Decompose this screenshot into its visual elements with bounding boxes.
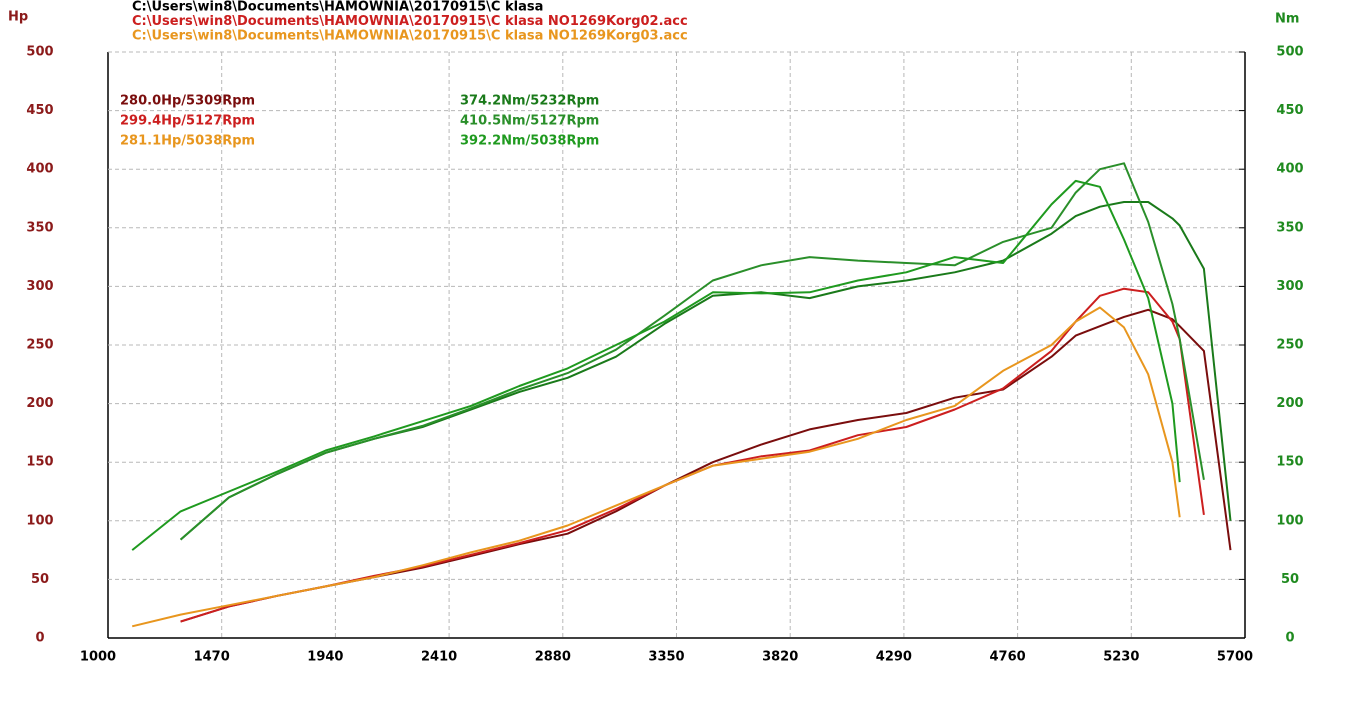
y2-tick-label: 500 (1276, 45, 1303, 60)
y-tick-label: 450 (26, 103, 53, 118)
y-tick-label: 0 (35, 631, 44, 646)
x-tick-label: 5230 (1103, 650, 1139, 665)
series-line (179, 162, 1205, 541)
y-tick-label: 300 (26, 279, 53, 294)
file-path: C:\Users\win8\Documents\HAMOWNIA\2017091… (132, 14, 688, 29)
y2-tick-label: 50 (1281, 572, 1299, 587)
y2-tick-label: 400 (1276, 162, 1303, 177)
x-tick-label: 2880 (535, 650, 571, 665)
file-path: C:\Users\win8\Documents\HAMOWNIA\2017091… (132, 0, 543, 15)
series-line (131, 179, 1181, 551)
y-axis-label: Hp (8, 10, 28, 25)
y-tick-label: 200 (26, 396, 53, 411)
series-line (180, 308, 1232, 623)
x-tick-label: 1470 (194, 650, 230, 665)
legend-label: 410.5Nm/5127Rpm (460, 114, 599, 129)
legend-label: 280.0Hp/5309Rpm (120, 94, 255, 109)
x-tick-label: 3350 (648, 650, 684, 665)
x-tick-label: 3820 (762, 650, 798, 665)
x-tick-label: 4290 (876, 650, 912, 665)
y2-tick-label: 100 (1276, 513, 1303, 528)
y-tick-label: 150 (26, 455, 53, 470)
y2-tick-label: 200 (1276, 396, 1303, 411)
legend-label: 374.2Nm/5232Rpm (460, 94, 599, 109)
x-tick-label: 4760 (990, 650, 1026, 665)
y2-tick-label: 150 (1276, 455, 1303, 470)
y2-tick-label: 300 (1276, 279, 1303, 294)
series-line (180, 287, 1205, 623)
y2-tick-label: 450 (1276, 103, 1303, 118)
y-tick-label: 250 (26, 338, 53, 353)
y2-tick-label: 250 (1276, 338, 1303, 353)
y2-tick-label: 350 (1276, 220, 1303, 235)
legend-label: 299.4Hp/5127Rpm (120, 114, 255, 129)
file-path: C:\Users\win8\Documents\HAMOWNIA\2017091… (132, 29, 688, 44)
y2-axis-label: Nm (1275, 12, 1299, 27)
y-tick-label: 500 (26, 45, 53, 60)
series-line (179, 201, 1232, 541)
x-tick-label: 1940 (307, 650, 343, 665)
legend-label: 392.2Nm/5038Rpm (460, 134, 599, 149)
x-tick-label: 1000 (80, 650, 116, 665)
x-tick-label: 5700 (1217, 650, 1253, 665)
series-line (131, 306, 1181, 628)
legend-label: 281.1Hp/5038Rpm (120, 134, 255, 149)
y-tick-label: 100 (26, 513, 53, 528)
y-tick-label: 400 (26, 162, 53, 177)
y2-tick-label: 0 (1285, 631, 1294, 646)
x-tick-label: 2410 (421, 650, 457, 665)
y-tick-label: 50 (31, 572, 49, 587)
y-tick-label: 350 (26, 220, 53, 235)
